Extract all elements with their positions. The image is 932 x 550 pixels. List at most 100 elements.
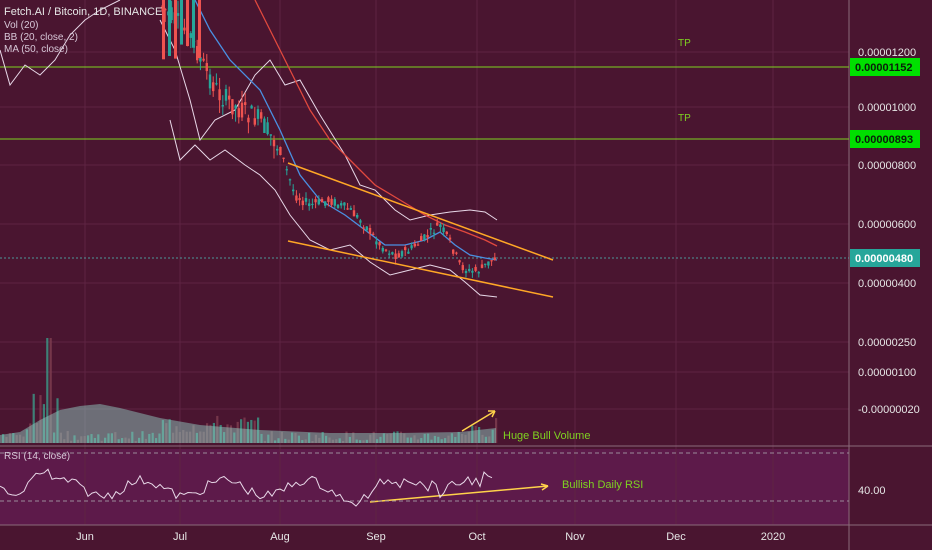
candle-body [464,270,468,274]
candle-body [429,228,432,230]
candle-body [314,199,317,203]
candle-body [330,198,333,205]
candle-body [477,272,480,274]
candle-body [458,260,461,263]
rsi-line [0,468,493,507]
candle-body [164,8,167,11]
candle-body [480,264,484,268]
time-tick: Dec [666,531,686,543]
candle-body [279,146,282,156]
time-tick: Jun [76,531,94,543]
candle-body [436,222,439,226]
candle-body [416,244,420,246]
price-badge [850,249,920,267]
candle-body [260,112,263,119]
candle-body [394,253,397,260]
candle-body [269,134,272,136]
candle-body [212,82,215,92]
price-tick: 0.00000600 [858,219,916,231]
time-tick: 2020 [761,531,785,543]
candle-body [432,232,436,234]
candle-body [202,58,205,61]
candle-body [276,148,279,151]
candle-body [407,251,410,254]
candle-body [384,249,388,251]
volume-bar [495,418,498,443]
price-badge [850,58,920,76]
time-tick: Aug [270,531,290,543]
candle-body [359,220,362,223]
candle-body [183,27,186,31]
candle-body [272,139,276,147]
candle-body [372,233,375,235]
candle-body [442,227,445,233]
candle-body [180,0,183,45]
candle-body [292,189,295,192]
candle-body [244,102,247,105]
candle-body [378,242,381,246]
rsi-indicator [0,452,849,507]
candle-body [468,268,471,272]
candle-body [340,203,343,206]
target-lines [0,66,849,259]
candle-body [162,0,165,60]
ma-middle-band [194,0,498,261]
price-badge-label: 0.00000480 [855,253,913,265]
price-badge [850,130,920,148]
candle-body [285,169,288,171]
candle-body [391,252,394,255]
candle-body [461,265,464,271]
rsi-trend-arrow [369,485,549,503]
candle-body [439,224,442,227]
candle-body [250,105,253,109]
candle-body [362,227,365,229]
candle-body [224,89,228,101]
candle-body [282,157,285,159]
candle-body [368,228,372,234]
candle-body [381,247,384,252]
candle-body [346,208,349,210]
candle-body [208,74,212,89]
candle-body [397,253,400,258]
candle-body [388,253,391,255]
candle-body [426,235,429,238]
candle-body [311,203,314,206]
ma50-line [254,0,498,247]
candle-body [298,198,301,201]
volume-bar [32,393,35,443]
candle-body [471,270,474,273]
candle-body [410,245,413,249]
candle-body [324,201,327,206]
time-tick: Oct [468,531,485,543]
candle-body [266,122,269,135]
candle-body [493,257,496,261]
candle-body [308,203,311,206]
upper-trendline [287,162,554,261]
indicator-volume-label: Vol (20) [4,20,38,31]
rsi-annotation: Bullish Daily RSI [562,479,643,491]
volume-bar [39,395,42,443]
candle-body [170,7,173,21]
candle-body [168,0,171,56]
candle-body [445,231,448,235]
bb-upper [159,19,498,221]
candle-body [352,210,356,217]
candle-body [400,251,404,257]
tp-label-1: TP [678,38,691,49]
candle-body [237,108,240,118]
price-tick: -0.00000020 [858,404,920,416]
candle-body [205,63,208,72]
candle-body [349,208,352,210]
candle-body [288,179,292,181]
candle-body [215,83,218,85]
candle-body [256,109,260,119]
price-tick: 0.00000100 [858,367,916,379]
candle-body [455,252,458,254]
bb-lower [169,119,498,298]
candle-body [317,199,320,205]
candle-body [474,266,477,271]
price-tick: 0.00001000 [858,102,916,114]
candle-body [487,261,490,266]
